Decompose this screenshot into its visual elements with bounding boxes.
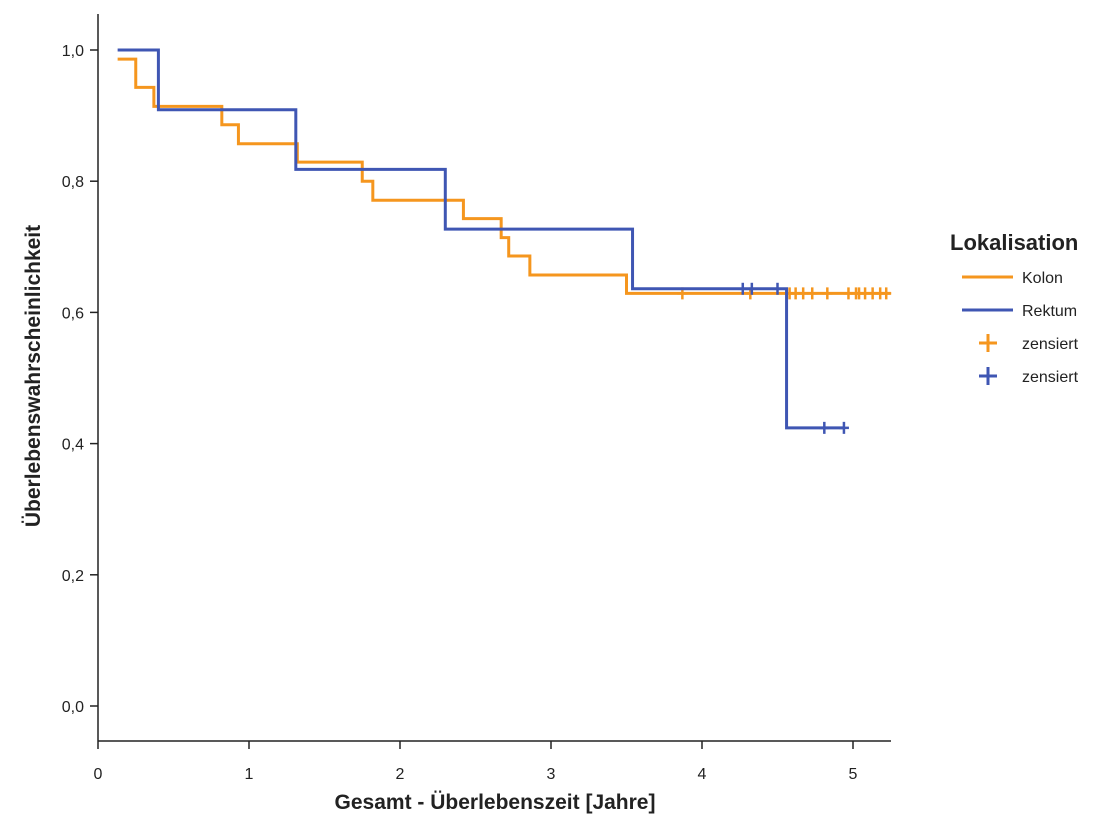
y-axis-title: Überlebenswahrscheinlichkeit: [22, 225, 45, 527]
y-tick-label: 0,4: [62, 437, 84, 454]
y-tick-label: 0,8: [62, 174, 84, 191]
x-tick-label: 5: [849, 766, 858, 783]
y-tick-label: 0,2: [62, 568, 84, 585]
x-tick-label: 4: [698, 766, 707, 783]
series-layer: [117, 48, 892, 434]
legend: Lokalisation Kolon Rektum zensiert zensiert: [950, 230, 1079, 386]
legend-item-kolon: Kolon: [962, 270, 1063, 287]
axes: [97, 14, 891, 742]
y-tick-label: 1,0: [62, 43, 84, 60]
censor-mark-rektum: [737, 282, 748, 295]
x-tick-label: 0: [94, 766, 103, 783]
x-tick-label: 3: [547, 766, 556, 783]
censor-mark-rektum: [772, 282, 783, 295]
series-line-rektum: [117, 48, 844, 430]
legend-item-zensiert-kolon: zensiert: [979, 334, 1079, 353]
legend-label: zensiert: [1022, 336, 1079, 353]
y-tick-label: 0,6: [62, 305, 84, 322]
censor-mark-rektum: [746, 282, 757, 295]
y-ticks: 0,0 0,2 0,4 0,6 0,8 1,0: [62, 43, 98, 716]
legend-title: Lokalisation: [950, 230, 1078, 255]
legend-item-zensiert-rektum: zensiert: [979, 367, 1079, 386]
legend-items: Kolon Rektum zensiert zensiert: [962, 270, 1079, 386]
x-axis-title: Gesamt - Überlebenszeit [Jahre]: [335, 791, 656, 814]
legend-item-rektum: Rektum: [962, 303, 1077, 320]
x-ticks: 0 1 2 3 4 5: [94, 741, 858, 783]
legend-label: zensiert: [1022, 369, 1079, 386]
y-tick-label: 0,0: [62, 699, 84, 716]
censor-mark-kolon: [798, 287, 809, 300]
x-tick-label: 1: [245, 766, 254, 783]
censor-mark-rektum: [819, 421, 830, 434]
censor-mark-kolon: [881, 287, 892, 300]
legend-label: Kolon: [1022, 270, 1063, 287]
series-line-kolon: [117, 57, 891, 295]
legend-label: Rektum: [1022, 303, 1077, 320]
legend-cross-swatch: [979, 367, 997, 385]
x-tick-label: 2: [396, 766, 405, 783]
censor-mark-rektum: [838, 421, 849, 434]
censor-mark-kolon: [822, 287, 833, 300]
censor-mark-kolon: [807, 287, 818, 300]
legend-cross-swatch: [979, 334, 997, 352]
